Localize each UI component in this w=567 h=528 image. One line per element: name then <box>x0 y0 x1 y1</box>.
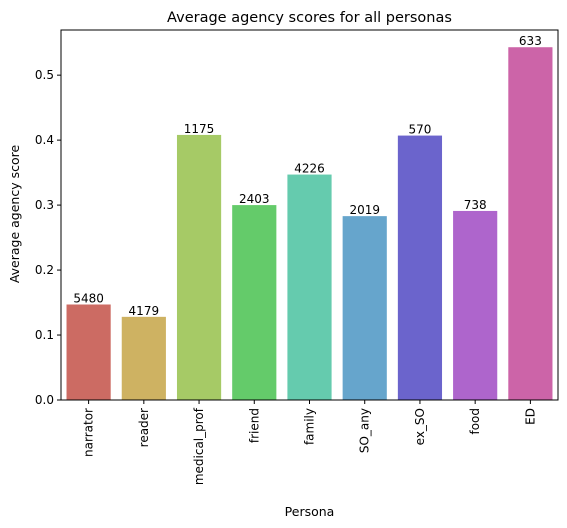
y-tick-label-5: 0.5 <box>35 68 54 82</box>
x-tick-label-narrator: narrator <box>82 408 96 457</box>
bars-group <box>66 47 553 401</box>
x-tick-label-friend: friend <box>247 408 261 443</box>
y-tick-label-1: 0.1 <box>35 328 54 342</box>
x-axis-ticks: narrator reader medical_prof friend family SO… <box>82 400 537 485</box>
y-tick-label-0: 0.0 <box>35 393 54 407</box>
bar-medical_prof <box>176 134 222 401</box>
x-tick-label-food: food <box>468 408 482 435</box>
bar-value-label-medical_prof: 1175 <box>184 122 215 136</box>
y-axis-ticks: 0.0 0.1 0.2 0.3 0.4 0.5 <box>35 68 61 407</box>
bar-ex_SO <box>397 135 443 400</box>
bar-value-label-reader: 4179 <box>129 304 160 318</box>
x-tick-label-ED: ED <box>523 408 537 425</box>
y-tick-label-3: 0.3 <box>35 198 54 212</box>
x-tick-label-medical_prof: medical_prof <box>192 407 206 485</box>
bar-SO_any <box>342 216 387 400</box>
chart-title: Average agency scores for all personas <box>167 10 452 26</box>
bar-value-label-family: 4226 <box>294 162 325 176</box>
bar-value-label-ex_SO: 570 <box>408 123 431 137</box>
bar-value-label-food: 738 <box>464 198 487 212</box>
bar-narrator <box>66 304 111 400</box>
bar-value-labels: 5480 4179 1175 2403 4226 2019 570 738 633 <box>73 34 542 318</box>
bar-value-label-SO_any: 2019 <box>349 203 380 217</box>
x-axis-label: Persona <box>285 504 335 519</box>
y-tick-label-2: 0.2 <box>35 263 54 277</box>
y-axis-label: Average agency score <box>7 145 22 284</box>
x-tick-label-reader: reader <box>137 408 151 447</box>
bar-ED <box>508 47 553 400</box>
x-tick-label-ex_SO: ex_SO <box>413 408 427 445</box>
x-tick-label-family: family <box>303 408 317 445</box>
bar-food <box>453 210 498 400</box>
bar-family <box>287 174 332 400</box>
plot-frame <box>60 29 559 401</box>
bar-value-label-friend: 2403 <box>239 192 270 206</box>
bar-value-label-ED: 633 <box>519 34 542 48</box>
bar-reader <box>121 316 166 400</box>
bar-friend <box>232 205 277 400</box>
y-tick-label-4: 0.4 <box>35 133 54 147</box>
bar-value-label-narrator: 5480 <box>73 291 104 305</box>
x-tick-label-SO_any: SO_any <box>358 408 372 453</box>
